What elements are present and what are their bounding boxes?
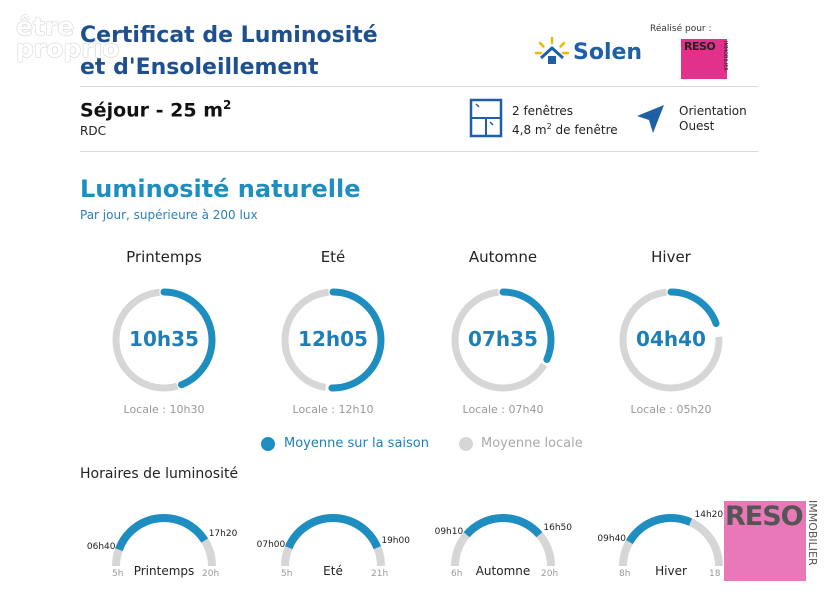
solen-brand: Solen [573,40,643,65]
horaire-min: 5h [112,569,124,579]
local-arc [112,288,216,392]
divider [80,86,758,87]
horaire-end: 16h50 [543,522,572,533]
season-arc [451,288,555,392]
season-local-value: Locale : 05h20 [630,403,712,416]
solen-logo-icon [534,36,570,64]
horaire-range [284,514,382,550]
season-name: Hiver [651,248,691,266]
horaire-track [281,514,385,567]
horaire-track [451,514,555,567]
watermark-line2: proprio [16,34,120,63]
season-gauge-ring [281,288,385,392]
legend-season-dot [261,437,275,451]
reso-stamp-side: IMMOBILIER [806,500,819,566]
horaire-season-name: Eté [323,564,343,578]
horaire-start: 07h00 [256,539,286,550]
season-name: Printemps [126,248,202,266]
legend-local-label: Moyenne locale [481,436,583,451]
section-heading-horaires: Horaires de luminosité [80,466,239,482]
legend-local-dot [459,437,473,451]
window-icon [469,98,503,138]
season-gauge-ring [112,288,216,392]
horaire-range [625,514,693,545]
orientation-arrow-icon [637,105,664,133]
horaire-max: 20h [202,569,220,579]
watermark-line1: être [16,12,75,41]
season-name: Automne [468,248,538,266]
local-arc [281,288,385,392]
season-gauge-ring [619,288,723,392]
orientation-info: Orientation Ouest [679,104,747,134]
horaire-gauge [619,514,723,567]
horaire-start: 09h10 [434,526,464,537]
local-arc [619,288,723,392]
season-value: 10h35 [129,327,199,351]
horaire-max: 21h [371,569,389,579]
season-local-value: Locale : 07h40 [462,403,544,416]
horaire-gauge [281,514,385,567]
watermark-logo: être proprio [16,12,120,63]
horaire-max: 20h [541,569,559,579]
horaire-min: 5h [281,569,293,579]
page-title: Certificat de Luminosité et d'Ensoleille… [80,23,378,80]
horaire-track [112,514,216,567]
realise-label: Réalisé pour : [650,24,712,34]
reso-stamp: RESO [724,501,806,581]
season-value: 04h40 [636,327,706,351]
reso-stamp-text: RESO [725,501,804,532]
season-arc [281,288,385,392]
season-local-value: Locale : 10h30 [123,403,205,416]
horaire-end: 19h00 [381,535,410,546]
horaire-track [619,514,723,567]
horaire-range [115,514,209,552]
section-heading-luminosite: Luminosité naturelle [80,175,361,203]
horaire-start: 06h40 [86,541,116,552]
horaire-season-name: Printemps [133,564,195,578]
room-level: RDC [80,124,106,138]
horaire-range [463,514,543,538]
horaire-max: 18 [709,569,721,579]
local-arc [451,288,555,392]
horaire-min: 8h [619,569,631,579]
season-gauge-ring [451,288,555,392]
windows-info: 2 fenêtres 4,8 m2 de fenêtre [512,104,618,138]
horaire-gauge [451,514,555,567]
orientation-value: Ouest [679,119,715,133]
season-arc [112,288,216,392]
horaire-season-name: Automne [475,564,531,578]
partner-logo-sub: IMMOBILIER [722,41,728,71]
horaire-season-name: Hiver [655,564,687,578]
season-local-value: Locale : 12h10 [292,403,374,416]
season-arc [619,288,723,392]
horaire-min: 6h [451,569,463,579]
horaire-end: 14h20 [694,510,724,521]
horaire-end: 17h20 [208,528,238,539]
legend-season-label: Moyenne sur la saison [284,436,429,451]
horaire-gauge [112,514,216,567]
season-value: 07h35 [468,327,538,351]
section-subtitle-luminosite: Par jour, supérieure à 200 lux [80,208,258,222]
partner-logo-text: RESO [684,40,716,53]
divider [80,151,758,152]
orientation-label: Orientation [679,104,747,118]
partner-logo: RESO IMMOBILIER [681,39,728,79]
room-name: Séjour - 25 m2 [80,98,232,122]
horaire-start: 09h40 [597,534,627,544]
windows-area: 4,8 m2 de fenêtre [512,122,618,137]
season-name: Eté [320,248,346,266]
season-value: 12h05 [298,327,368,351]
windows-count: 2 fenêtres [512,104,574,118]
